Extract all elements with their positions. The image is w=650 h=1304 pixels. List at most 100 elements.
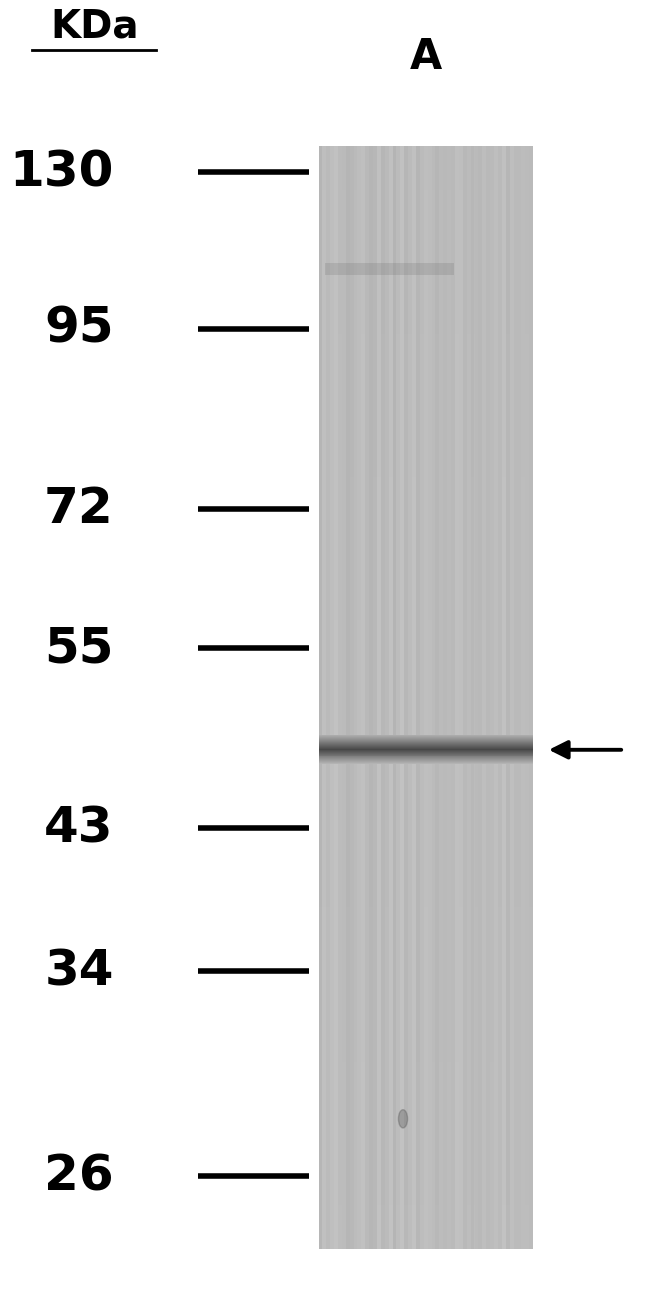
- Bar: [318, 499, 533, 510]
- Bar: [471, 146, 474, 1249]
- Bar: [318, 874, 533, 885]
- Bar: [424, 146, 428, 1249]
- Bar: [318, 1128, 533, 1138]
- Bar: [318, 742, 533, 752]
- Bar: [420, 146, 424, 1249]
- Bar: [318, 775, 533, 786]
- Bar: [318, 544, 533, 554]
- Bar: [451, 146, 455, 1249]
- Bar: [318, 334, 533, 344]
- Bar: [318, 896, 533, 908]
- Bar: [517, 146, 521, 1249]
- Text: 130: 130: [9, 149, 114, 196]
- Text: 95: 95: [44, 305, 114, 352]
- Bar: [318, 797, 533, 808]
- Bar: [318, 973, 533, 985]
- Bar: [361, 146, 365, 1249]
- Bar: [318, 300, 533, 312]
- Bar: [318, 245, 533, 257]
- Bar: [463, 146, 467, 1249]
- Bar: [318, 1073, 533, 1084]
- Bar: [318, 653, 533, 665]
- Bar: [318, 962, 533, 973]
- Bar: [318, 852, 533, 863]
- Bar: [416, 146, 420, 1249]
- Bar: [318, 1106, 533, 1116]
- Bar: [318, 466, 533, 477]
- Bar: [318, 908, 533, 918]
- Bar: [318, 665, 533, 675]
- Bar: [318, 279, 533, 289]
- Bar: [318, 443, 533, 455]
- Bar: [318, 378, 533, 389]
- Bar: [318, 1161, 533, 1172]
- Bar: [354, 146, 358, 1249]
- Bar: [428, 146, 432, 1249]
- Bar: [338, 146, 342, 1249]
- Bar: [322, 146, 326, 1249]
- Bar: [318, 576, 533, 587]
- Bar: [318, 643, 533, 653]
- Bar: [358, 146, 361, 1249]
- Bar: [318, 1194, 533, 1205]
- Bar: [318, 1095, 533, 1106]
- Bar: [318, 1007, 533, 1017]
- Bar: [318, 841, 533, 852]
- Bar: [318, 819, 533, 831]
- Bar: [432, 146, 436, 1249]
- Bar: [330, 146, 334, 1249]
- Circle shape: [398, 1110, 408, 1128]
- Bar: [318, 312, 533, 322]
- Bar: [318, 213, 533, 223]
- Bar: [318, 1183, 533, 1194]
- Bar: [318, 1227, 533, 1239]
- Bar: [318, 752, 533, 764]
- Bar: [400, 146, 404, 1249]
- Bar: [318, 952, 533, 962]
- Bar: [318, 1172, 533, 1183]
- Bar: [350, 146, 354, 1249]
- Bar: [346, 146, 350, 1249]
- Bar: [318, 168, 533, 179]
- Bar: [318, 918, 533, 930]
- Bar: [318, 599, 533, 609]
- Bar: [404, 146, 408, 1249]
- Bar: [318, 146, 533, 1249]
- Bar: [318, 532, 533, 544]
- Bar: [412, 146, 416, 1249]
- Bar: [506, 146, 510, 1249]
- Bar: [318, 554, 533, 565]
- Text: 43: 43: [44, 805, 114, 852]
- Bar: [525, 146, 529, 1249]
- Bar: [318, 223, 533, 235]
- Bar: [318, 985, 533, 995]
- Bar: [443, 146, 447, 1249]
- Bar: [529, 146, 533, 1249]
- Bar: [334, 146, 338, 1249]
- Bar: [318, 488, 533, 499]
- Text: 34: 34: [44, 948, 114, 995]
- Bar: [369, 146, 373, 1249]
- Text: 55: 55: [44, 625, 114, 672]
- Bar: [474, 146, 478, 1249]
- Bar: [318, 720, 533, 730]
- Bar: [318, 400, 533, 411]
- Bar: [439, 146, 443, 1249]
- Bar: [467, 146, 471, 1249]
- Bar: [318, 764, 533, 775]
- Bar: [318, 1239, 533, 1249]
- Bar: [318, 609, 533, 621]
- Bar: [318, 1051, 533, 1061]
- Bar: [490, 146, 494, 1249]
- Bar: [318, 201, 533, 213]
- Bar: [318, 522, 533, 532]
- Bar: [318, 422, 533, 433]
- Bar: [318, 885, 533, 896]
- Bar: [318, 786, 533, 797]
- Bar: [478, 146, 482, 1249]
- Bar: [318, 1116, 533, 1128]
- Bar: [318, 190, 533, 201]
- Bar: [455, 146, 459, 1249]
- Bar: [326, 146, 330, 1249]
- Bar: [318, 257, 533, 267]
